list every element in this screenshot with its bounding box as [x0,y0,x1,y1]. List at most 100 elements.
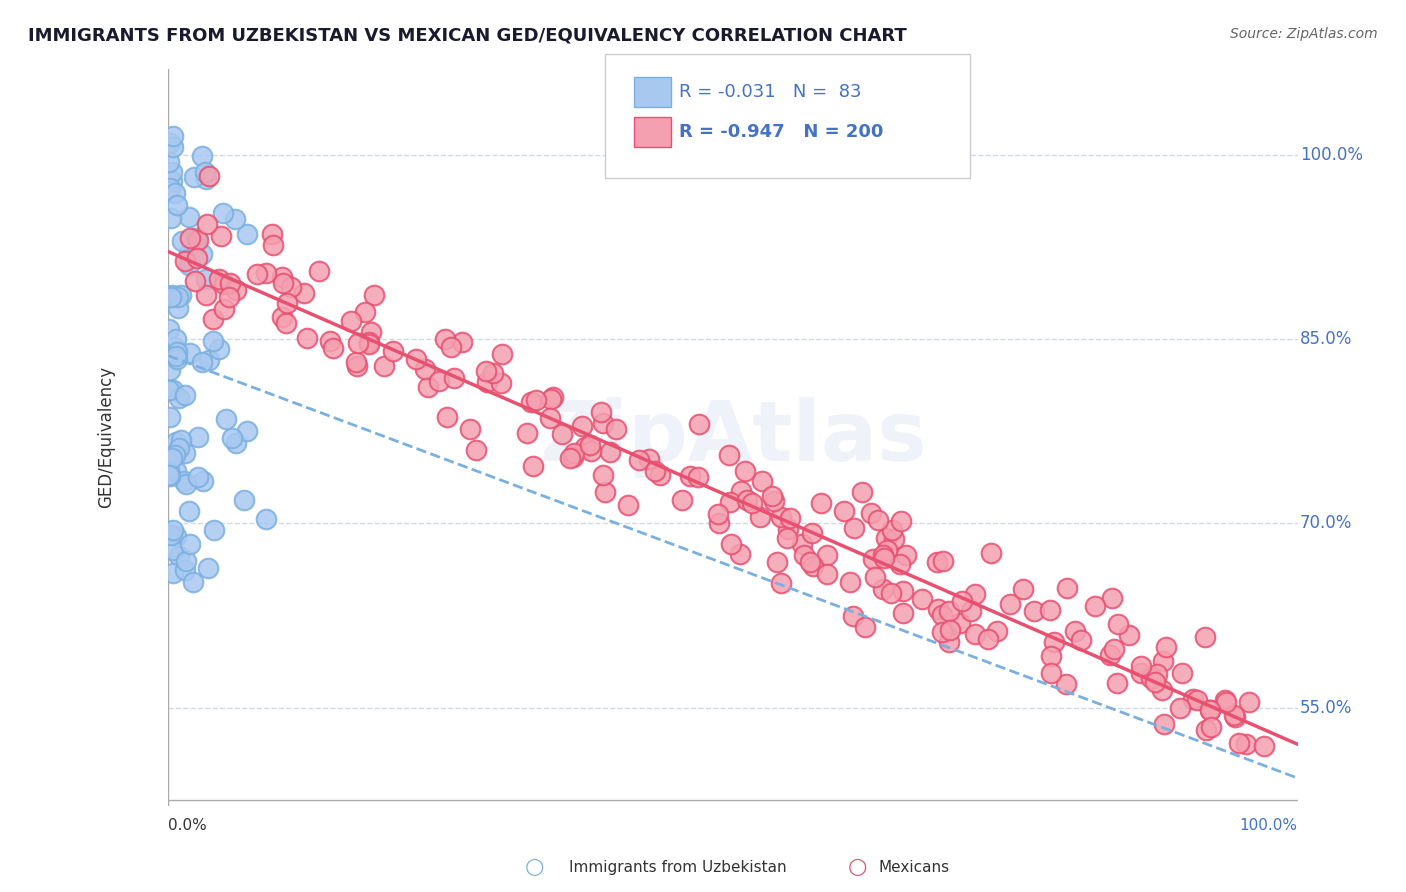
Point [218,290,240,304]
Point [191,474,214,488]
Point [1253,739,1275,753]
Point [579,438,602,452]
Point [872,548,894,562]
Point [236,227,259,241]
Point [952,594,974,608]
Point [1152,654,1174,668]
Point [815,548,838,562]
Point [208,342,231,356]
Point [167,301,190,315]
Point [815,567,838,582]
Point [801,559,824,574]
Point [717,448,740,462]
Point [319,334,342,348]
Point [1234,737,1257,751]
Point [688,470,710,484]
Point [1022,604,1045,618]
Point [170,234,193,248]
Point [292,286,315,301]
Point [977,632,1000,646]
Point [165,434,187,449]
Point [166,529,188,543]
Point [1199,720,1222,734]
Point [734,465,756,479]
Point [876,542,898,557]
Point [344,355,367,369]
Point [162,129,184,144]
Point [190,355,212,369]
Point [1143,675,1166,690]
Point [770,576,793,591]
Point [163,340,186,354]
Point [927,601,949,615]
Text: 100.0%: 100.0% [1301,145,1362,163]
Point [195,272,218,286]
Point [524,393,547,408]
Point [179,536,201,550]
Point [562,445,585,459]
Point [838,575,860,590]
Point [177,504,200,518]
Point [949,615,972,630]
Point [793,549,815,563]
Point [489,376,512,390]
Point [522,458,544,473]
Point [162,542,184,557]
Point [212,301,235,316]
Point [254,266,277,280]
Point [644,465,666,479]
Point [844,521,866,535]
Point [197,353,219,368]
Point [157,467,180,482]
Point [174,563,197,577]
Point [792,537,814,551]
Point [262,237,284,252]
Point [911,592,934,607]
Point [853,620,876,634]
Point [186,252,208,266]
Point [1039,666,1062,681]
Point [862,552,884,566]
Text: 70.0%: 70.0% [1301,515,1353,533]
Point [271,277,294,291]
Text: 85.0%: 85.0% [1301,330,1353,348]
Text: R = -0.947   N = 200: R = -0.947 N = 200 [679,123,883,141]
Point [779,510,801,524]
Point [799,555,821,569]
Point [637,452,659,467]
Point [475,364,498,378]
Point [880,586,903,600]
Point [451,334,474,349]
Point [574,440,596,454]
Point [157,322,180,336]
Point [751,475,773,489]
Point [159,211,181,225]
Point [800,526,823,541]
Point [202,524,225,538]
Point [162,140,184,154]
Point [842,609,865,624]
Point [440,340,463,354]
Point [236,424,259,438]
Point [347,336,370,351]
Text: ZipAtlas: ZipAtlas [538,397,927,478]
Point [416,380,439,394]
Point [873,551,896,566]
Point [1168,700,1191,714]
Point [354,305,377,319]
Point [1215,695,1237,709]
Point [931,625,953,640]
Point [650,468,672,483]
Point [194,171,217,186]
Point [184,274,207,288]
Point [593,485,616,500]
Point [270,269,292,284]
Point [159,363,181,377]
Point [170,433,193,447]
Point [405,351,427,366]
Point [1043,635,1066,649]
Point [322,341,344,355]
Point [160,290,183,304]
Point [382,344,405,359]
Point [458,422,481,436]
